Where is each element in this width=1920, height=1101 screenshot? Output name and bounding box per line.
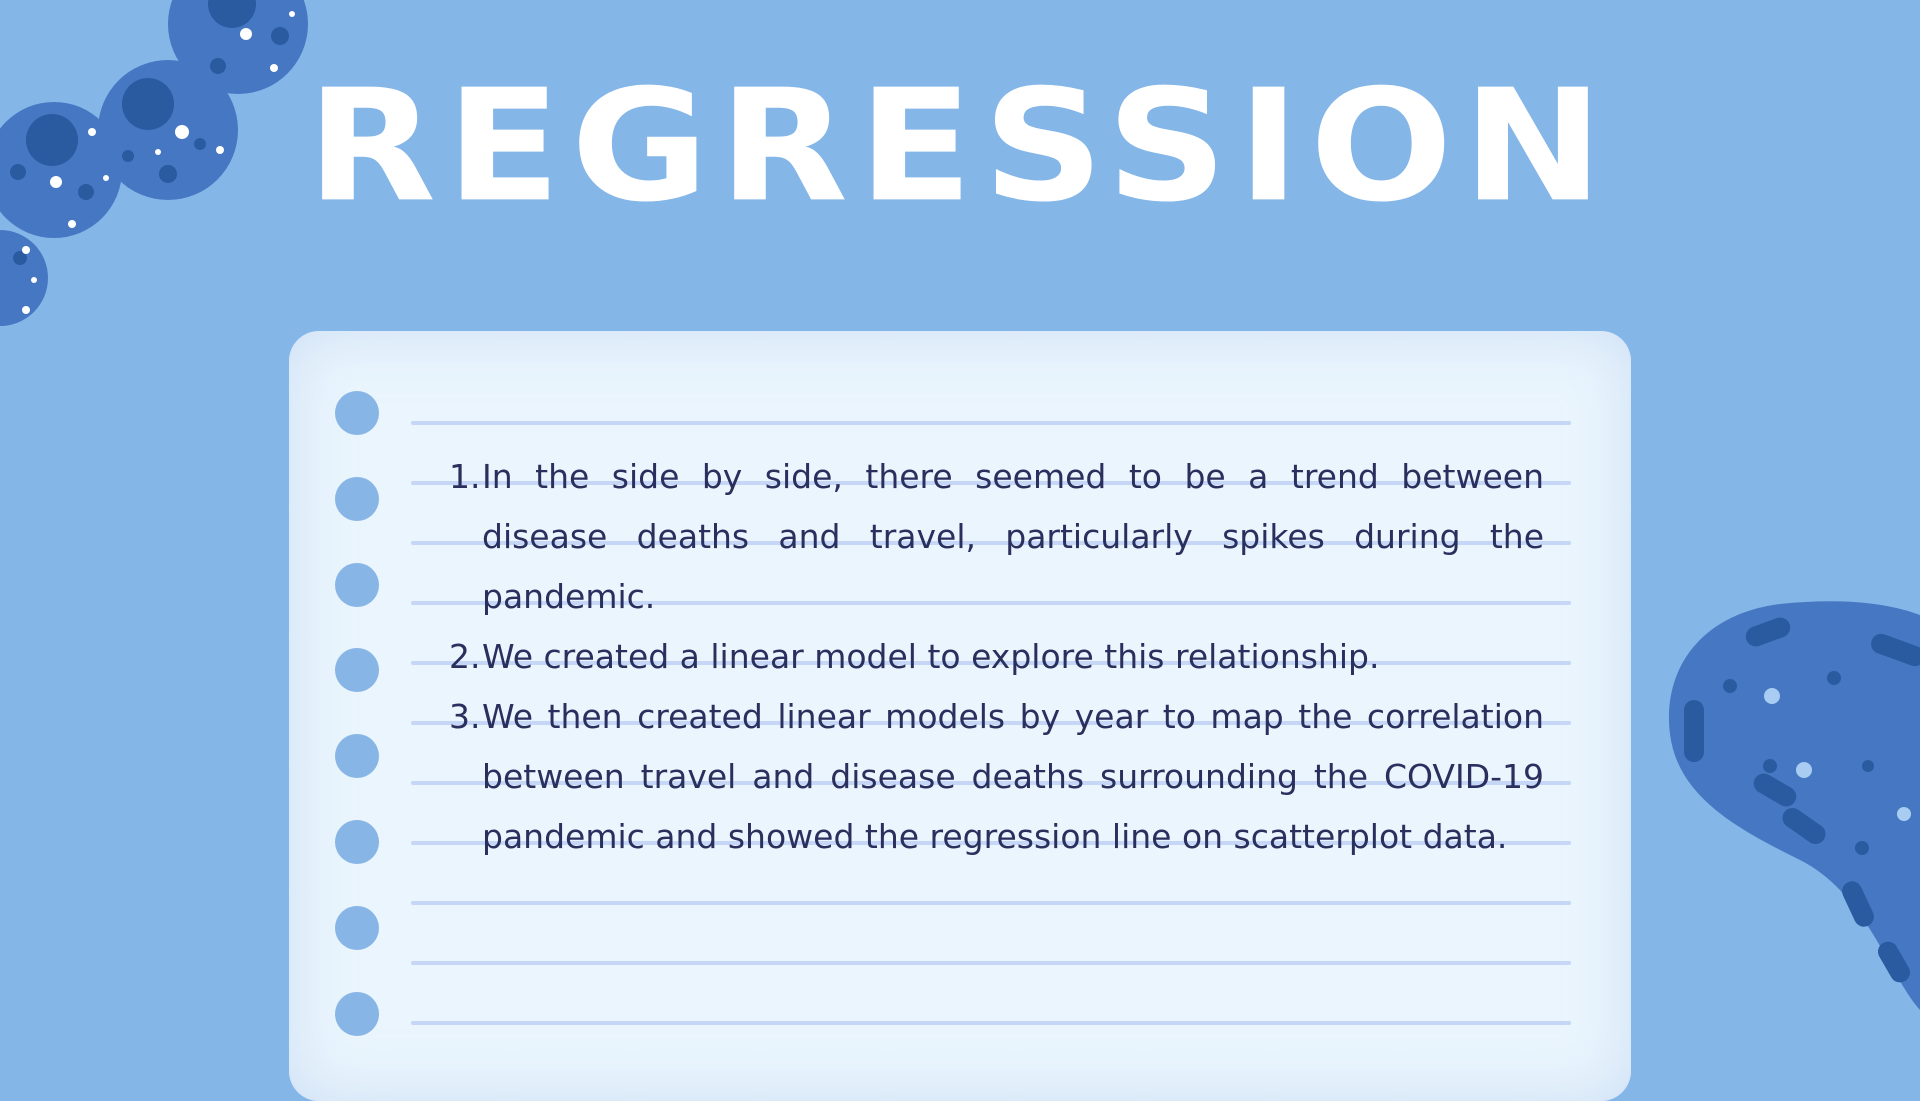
binder-hole (335, 820, 379, 864)
ruled-line (411, 541, 1571, 545)
ruled-line (411, 481, 1571, 485)
binder-hole (335, 906, 379, 950)
list-item-number: 3. (449, 697, 481, 736)
ruled-line (411, 661, 1571, 665)
ruled-line (411, 1021, 1571, 1025)
ruled-line (411, 721, 1571, 725)
list-item: 3. We then created linear models by year… (449, 687, 1544, 867)
binder-hole (335, 477, 379, 521)
list-item-text: We then created linear models by year to… (482, 697, 1544, 856)
list-item: 2. We created a linear model to explore … (449, 627, 1544, 687)
list-item-text: In the side by side, there seemed to be … (482, 457, 1544, 616)
binder-hole (335, 734, 379, 778)
ruled-line (411, 781, 1571, 785)
slide-title: REGRESSION (306, 55, 1614, 237)
binder-hole (335, 391, 379, 435)
binder-hole (335, 563, 379, 607)
list-item-number: 2. (449, 637, 481, 676)
ruled-line (411, 901, 1571, 905)
findings-list: 1. In the side by side, there seemed to … (449, 447, 1544, 867)
ruled-line (411, 601, 1571, 605)
ruled-line (411, 421, 1571, 425)
notepad-card: 1. In the side by side, there seemed to … (289, 331, 1631, 1101)
list-item-text: We created a linear model to explore thi… (482, 637, 1380, 676)
binder-hole (335, 992, 379, 1036)
list-item: 1. In the side by side, there seemed to … (449, 447, 1544, 627)
list-item-number: 1. (449, 457, 481, 496)
binder-hole (335, 648, 379, 692)
ruled-line (411, 841, 1571, 845)
ruled-line (411, 961, 1571, 965)
bacteria-blob-right (1669, 601, 1920, 1010)
